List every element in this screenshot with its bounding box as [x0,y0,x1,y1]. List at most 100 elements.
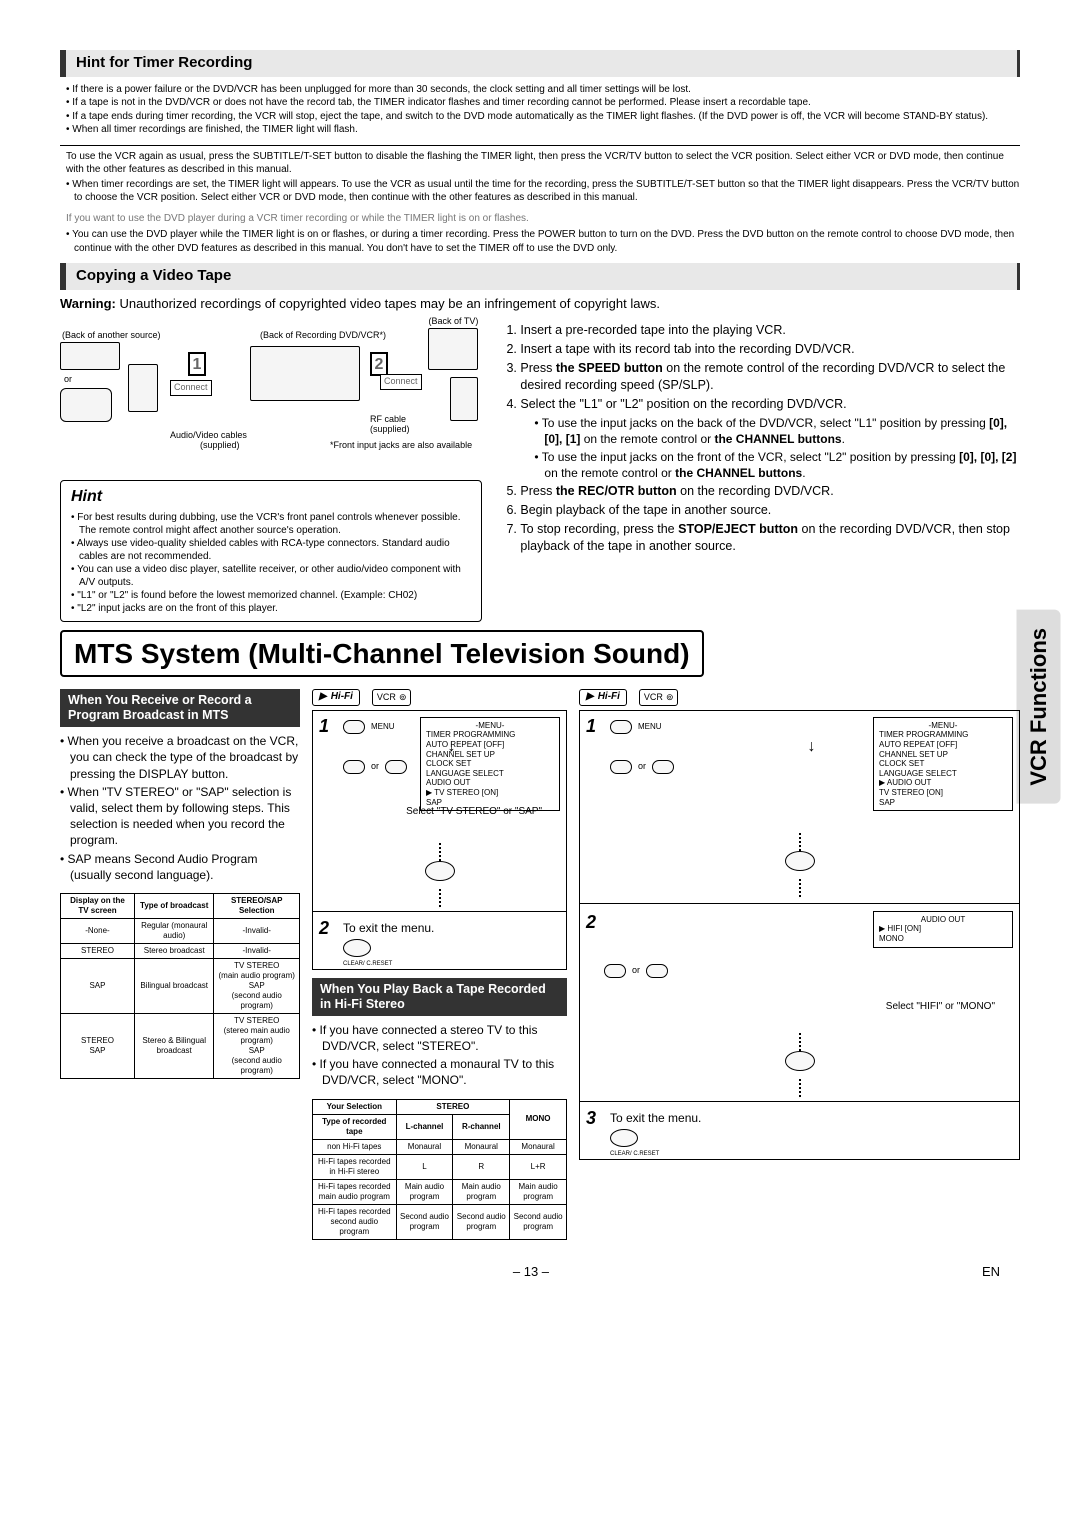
sidebar-tab-vcr-functions: VCR Functions [1017,610,1061,804]
timer-bullet: You can use the DVD player while the TIM… [66,228,1020,255]
hint-bullet: For best results during dubbing, use the… [71,511,471,537]
diagram-supplied-1: (supplied) [200,440,240,451]
enter-button-icon [785,1051,815,1071]
vcr-cc-badge: VCR ⊚ [639,689,679,706]
connect-label-2: Connect [380,374,422,389]
proc1-select-text: Select "TV STEREO" or "SAP" [406,806,542,819]
warning-text: Unauthorized recordings of copyrighted v… [116,296,660,311]
hint-bullet: You can use a video disc player, satelli… [71,563,471,589]
warning-label: Warning: [60,296,116,311]
copying-warning: Warning: Unauthorized recordings of copy… [60,296,1020,312]
hint-box: Hint For best results during dubbing, us… [60,480,482,622]
osd-menu-1: -MENU-TIMER PROGRAMMINGAUTO REPEAT [OFF]… [420,717,560,811]
hifi-badge: ▶Hi-Fi [579,689,627,706]
timer-bullet: When timer recordings are set, the TIMER… [66,178,1020,205]
step-num-1: 1 [188,352,206,376]
menu-label: MENU [371,722,395,732]
mts-bullet: When "TV STEREO" or "SAP" selection is v… [60,784,300,849]
copy-step: Press the REC/OTR button on the recordin… [520,483,1020,500]
timer-bullet: When all timer recordings are finished, … [66,123,1020,137]
mts-sub2-header: When You Play Back a Tape Recorded in Hi… [312,978,567,1016]
menu-label: MENU [638,722,662,732]
proc2-select-text: Select "HIFI" or "MONO" [886,1001,995,1014]
timer-bullets: If there is a power failure or the DVD/V… [60,83,1020,137]
enter-button-icon [785,851,815,871]
nav-button-icon [652,760,674,774]
page-number: – 13 – [513,1264,549,1280]
menu-button-icon [343,720,365,734]
copy-step: Insert a tape with its record tab into t… [520,341,1020,358]
menu-button-icon [610,720,632,734]
timer-bullet: If a tape ends during timer recording, t… [66,110,1020,124]
proc2-step3-num: 3 [586,1107,596,1130]
badge-row-1: ▶Hi-Fi VCR ⊚ [312,689,567,706]
copy-step: Select the "L1" or "L2" position on the … [520,396,1020,413]
diagram-label-back-tv: (Back of TV) [429,316,479,327]
timer-gray-note: If you want to use the DVD player during… [60,213,1020,226]
enter-button-icon [425,861,455,881]
hint-bullet: "L1" or "L2" is found before the lowest … [71,589,471,602]
nav-button-icon [604,964,626,978]
hifi-badge: ▶Hi-Fi [312,689,360,706]
connection-diagram: (Back of another source) (Back of Record… [60,322,482,472]
hint-bullet: "L2" input jacks are on the front of thi… [71,602,471,615]
mts-bullet: If you have connected a stereo TV to thi… [312,1022,567,1054]
clear-label: CLEAR/ C.RESET [343,961,392,967]
timer-bullets-2: When timer recordings are set, the TIMER… [60,178,1020,205]
lang-code: EN [982,1264,1000,1280]
copy-sub-bullet: To use the input jacks on the front of t… [534,449,1020,481]
diagram-label-back-rec: (Back of Recording DVD/VCR*) [260,330,386,341]
stereo-sap-table: Display on the TV screenType of broadcas… [60,893,300,1079]
proc1-exit-text: To exit the menu. [343,921,434,936]
timer-header: Hint for Timer Recording [60,50,1020,77]
osd-menu-2: -MENU-TIMER PROGRAMMINGAUTO REPEAT [OFF]… [873,717,1013,811]
osd-menu-audio-out: AUDIO OUT▶ HIFI [ON] MONO [873,911,1013,948]
copy-step: To stop recording, press the STOP/EJECT … [520,521,1020,555]
copy-sub-bullet: To use the input jacks on the back of th… [534,415,1020,447]
hint-title: Hint [71,487,471,507]
mts-bullet: When you receive a broadcast on the VCR,… [60,733,300,782]
or-label: or [371,761,379,772]
clear-button-icon [343,939,371,957]
playback-table: Your SelectionSTEREOMONOType of recorded… [312,1099,567,1240]
or-label: or [638,761,646,772]
mts-bullet: If you have connected a monaural TV to t… [312,1056,567,1088]
proc1-step2-num: 2 [319,917,329,940]
copy-step: Insert a pre-recorded tape into the play… [520,322,1020,339]
diagram-label-or: or [64,374,72,385]
mts-title: MTS System (Multi-Channel Television Sou… [60,630,704,677]
mts-bullet: SAP means Second Audio Program (usually … [60,851,300,883]
proc2-exit-text: To exit the menu. [610,1111,701,1126]
timer-bullet: If there is a power failure or the DVD/V… [66,83,1020,97]
nav-button-icon [385,760,407,774]
copy-step: Begin playback of the tape in another so… [520,502,1020,519]
diagram-label-back-source: (Back of another source) [62,330,161,341]
copying-header: Copying a Video Tape [60,263,1020,290]
procedure-2-box: 1 MENU ↓ or -MENU-TIMER PROGRAMMINGAUTO … [579,710,1020,1160]
copying-steps: Insert a pre-recorded tape into the play… [502,322,1020,555]
proc1-step1-num: 1 [319,715,329,738]
connect-label-1: Connect [170,380,212,395]
step-num-2: 2 [370,352,388,376]
badge-row-2: ▶Hi-Fi VCR ⊚ [579,689,1020,706]
timer-para-1: To use the VCR again as usual, press the… [60,150,1020,176]
copy-step: Press the SPEED button on the remote con… [520,360,1020,394]
procedure-1-box: 1 MENU ↓ or -MENU-TIMER PROGRAMMINGAUTO … [312,710,567,970]
nav-button-icon [646,964,668,978]
mts-sub1-bullets: When you receive a broadcast on the VCR,… [60,733,300,883]
mts-sub2-bullets: If you have connected a stereo TV to thi… [312,1022,567,1089]
or-label: or [632,965,640,976]
vcr-cc-badge: VCR ⊚ [372,689,412,706]
mts-sub1-header: When You Receive or Record a Program Bro… [60,689,300,727]
proc2-step1-num: 1 [586,715,596,738]
nav-button-icon [343,760,365,774]
nav-button-icon [610,760,632,774]
diagram-supplied-2: (supplied) [370,424,410,435]
diagram-front-note: *Front input jacks are also available [330,440,472,451]
timer-bullets-3: You can use the DVD player while the TIM… [60,228,1020,255]
timer-bullet: If a tape is not in the DVD/VCR or does … [66,96,1020,110]
proc2-step2-num: 2 [586,911,596,934]
hint-bullet: Always use video-quality shielded cables… [71,537,471,563]
clear-label: CLEAR/ C.RESET [610,1151,659,1157]
clear-button-icon [610,1129,638,1147]
